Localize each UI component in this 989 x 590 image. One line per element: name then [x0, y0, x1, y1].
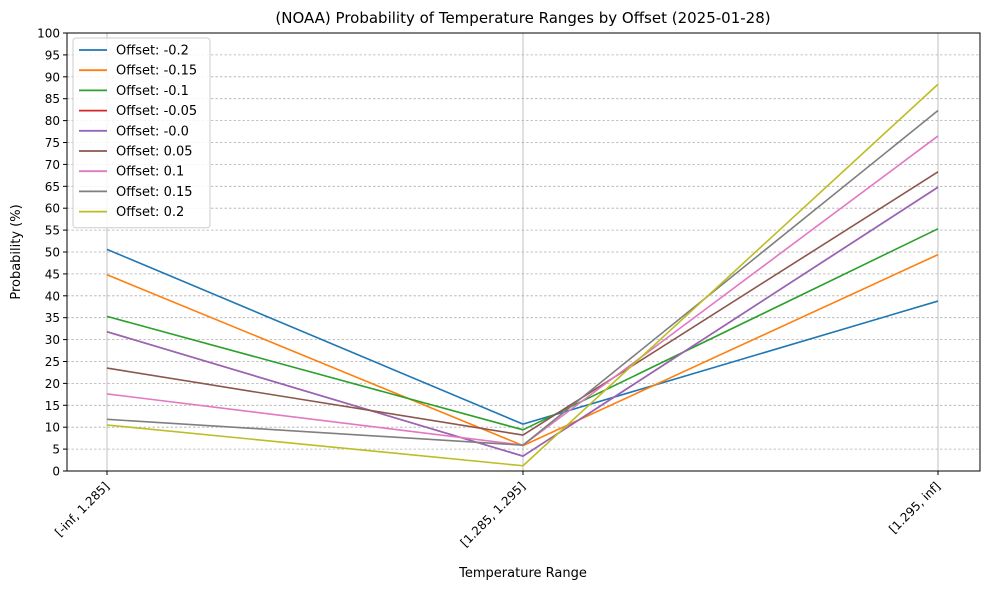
legend-label: Offset: -0.0 [116, 124, 189, 139]
y-tick-label: 40 [45, 289, 60, 303]
y-tick-label: 30 [45, 333, 60, 347]
x-axis-label: Temperature Range [458, 566, 587, 581]
series-lines [106, 83, 939, 467]
y-tick-label: 15 [45, 399, 60, 413]
y-tick-label: 80 [45, 114, 60, 128]
series-line [106, 228, 939, 431]
series-line [106, 186, 939, 457]
y-tick-label: 60 [45, 202, 60, 216]
y-tick-label: 90 [45, 70, 60, 84]
series-line [106, 186, 939, 457]
y-tick-label: 65 [45, 180, 60, 194]
x-axis: [-inf, 1.285] [1.285, 1.295] [1.295, inf] [52, 471, 943, 550]
x-tick-label: [-inf, 1.285] [52, 479, 112, 539]
legend-label: Offset: -0.05 [116, 104, 197, 119]
y-tick-label: 45 [45, 267, 60, 281]
y-tick-label: 35 [45, 311, 60, 325]
series-line [106, 109, 939, 446]
series-line [106, 171, 939, 436]
legend-label: Offset: 0.05 [116, 145, 193, 160]
y-tick-label: 0 [52, 465, 60, 479]
y-tick-label: 25 [45, 355, 60, 369]
x-tick-label: [1.295, inf] [886, 479, 943, 536]
y-axis-label: Probability (%) [9, 204, 24, 299]
legend-label: Offset: 0.2 [116, 205, 184, 220]
y-tick-label: 5 [52, 443, 60, 457]
y-tick-label: 10 [45, 421, 60, 435]
y-tick-label: 75 [45, 136, 60, 150]
legend-label: Offset: -0.1 [116, 84, 189, 99]
legend-box [72, 37, 211, 229]
legend-label: Offset: 0.15 [116, 185, 193, 200]
series-line [106, 248, 939, 425]
y-tick-label: 100 [37, 27, 60, 41]
legend: Offset: -0.2 Offset: -0.15 Offset: -0.1 Off… [72, 37, 211, 229]
y-tick-label: 70 [45, 158, 60, 172]
series-line [106, 83, 939, 467]
y-tick-label: 50 [45, 246, 60, 260]
legend-label: Offset: -0.2 [116, 44, 189, 59]
x-tick-label: [1.285, 1.295] [458, 479, 529, 550]
y-tick-label: 95 [45, 48, 60, 62]
chart-title: (NOAA) Probability of Temperature Ranges… [275, 9, 770, 27]
y-axis: 0 5 10 15 20 25 30 35 40 45 50 55 60 65 70 75 80 85 90 95 10… [37, 27, 67, 479]
y-tick-label: 85 [45, 92, 60, 106]
y-tick-label: 20 [45, 377, 60, 391]
y-tick-label: 55 [45, 224, 60, 238]
legend-label: Offset: 0.1 [116, 165, 184, 180]
series-line [106, 135, 939, 446]
legend-label: Offset: -0.15 [116, 64, 197, 79]
